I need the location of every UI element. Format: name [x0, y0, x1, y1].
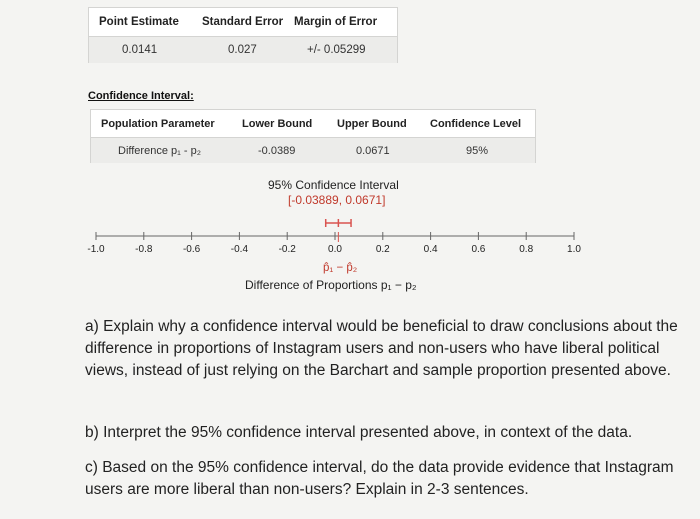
- value-margin-of-error: +/- 0.05299: [307, 44, 366, 56]
- header-upper-bound: Upper Bound: [337, 118, 407, 130]
- axis-tick-label: -0.8: [135, 244, 153, 255]
- ci-point-label: p̂₁ − p̂₂: [323, 262, 358, 274]
- header-point-estimate: Point Estimate: [99, 16, 179, 28]
- header-confidence-level: Confidence Level: [430, 118, 522, 130]
- question-b: b) Interpret the 95% confidence interval…: [85, 424, 633, 441]
- question-a: a) Explain why a confidence interval wou…: [85, 318, 678, 379]
- axis-tick-label: 0.6: [471, 244, 485, 255]
- axis-tick-label: 1.0: [567, 244, 581, 255]
- value-upper-bound: 0.0671: [356, 145, 390, 157]
- ci-plot-range: [-0.03889, 0.0671]: [288, 193, 386, 207]
- summary-table-header-row: [89, 8, 397, 35]
- axis-tick-label: 0.2: [376, 244, 390, 255]
- ci-plot-title: 95% Confidence Interval: [268, 178, 399, 192]
- axis-tick-label: 0.0: [328, 244, 342, 255]
- axis-tick-label: 0.4: [424, 244, 438, 255]
- header-lower-bound: Lower Bound: [242, 118, 313, 130]
- question-c: c) Based on the 95% confidence interval,…: [85, 459, 674, 498]
- value-population-parameter: Difference p₁ - p₂: [118, 145, 201, 157]
- value-point-estimate: 0.0141: [122, 44, 158, 56]
- axis-tick-label: -0.6: [183, 244, 201, 255]
- axis-tick-label: -0.4: [231, 244, 249, 255]
- value-standard-error: 0.027: [228, 44, 257, 56]
- ci-table: Population Parameter Lower Bound Upper B…: [90, 109, 536, 163]
- ci-number-line-chart: -1.0 -0.8 -0.6 -0.4 -0.2 0.0 0.2 0.4 0.6 0.8 1.0: [87, 219, 581, 255]
- ci-section-label: Confidence Interval:: [88, 90, 194, 102]
- header-standard-error: Standard Error: [202, 16, 284, 28]
- value-lower-bound: -0.0389: [258, 145, 296, 157]
- ci-axis-label: Difference of Proportions p₁ − p₂: [245, 278, 417, 292]
- axis-tick-label: 0.8: [519, 244, 533, 255]
- axis-tick-label: -0.2: [279, 244, 297, 255]
- value-confidence-level: 95%: [466, 145, 489, 157]
- ci-table-value-row: [91, 137, 535, 163]
- header-margin-of-error: Margin of Error: [294, 16, 378, 28]
- summary-table-value-row: [89, 36, 397, 63]
- header-population-parameter: Population Parameter: [101, 118, 215, 130]
- summary-table: Point Estimate Standard Error Margin of …: [88, 7, 398, 63]
- axis-tick-label: -1.0: [87, 244, 105, 255]
